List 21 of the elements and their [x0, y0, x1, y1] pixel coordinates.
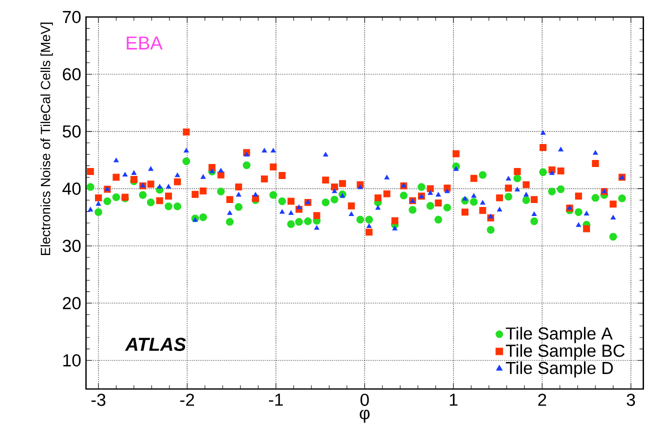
y-tick-label: 60	[62, 68, 81, 80]
legend-label: Tile Sample A	[506, 326, 613, 344]
x-tick-label: -2	[180, 394, 194, 406]
x-tick-label: 2	[538, 394, 546, 406]
y-tick-label: 10	[63, 354, 81, 367]
x-tick-label: -3	[92, 394, 106, 406]
y-tick-label: 20	[62, 297, 81, 310]
x-tick-label: 1	[450, 394, 458, 406]
x-tick-label: -1	[268, 394, 283, 406]
legend-label: Tile Sample BC	[506, 344, 625, 360]
x-tick-label: 3	[626, 394, 635, 406]
annotation: EBA	[126, 36, 163, 50]
y-axis-title: Electronics Noise of TileCal Cells [MeV]	[40, 22, 53, 256]
y-tick-label: 30	[62, 240, 81, 252]
x-axis-title: φ	[360, 410, 370, 423]
annotation: ATLAS	[124, 338, 186, 351]
legend-label: Tile Sample D	[506, 361, 613, 378]
y-tick-label: 50	[62, 125, 81, 138]
x-tick-label: 0	[360, 394, 369, 406]
y-tick-label: 40	[62, 182, 81, 195]
y-tick-label: 70	[62, 10, 81, 24]
